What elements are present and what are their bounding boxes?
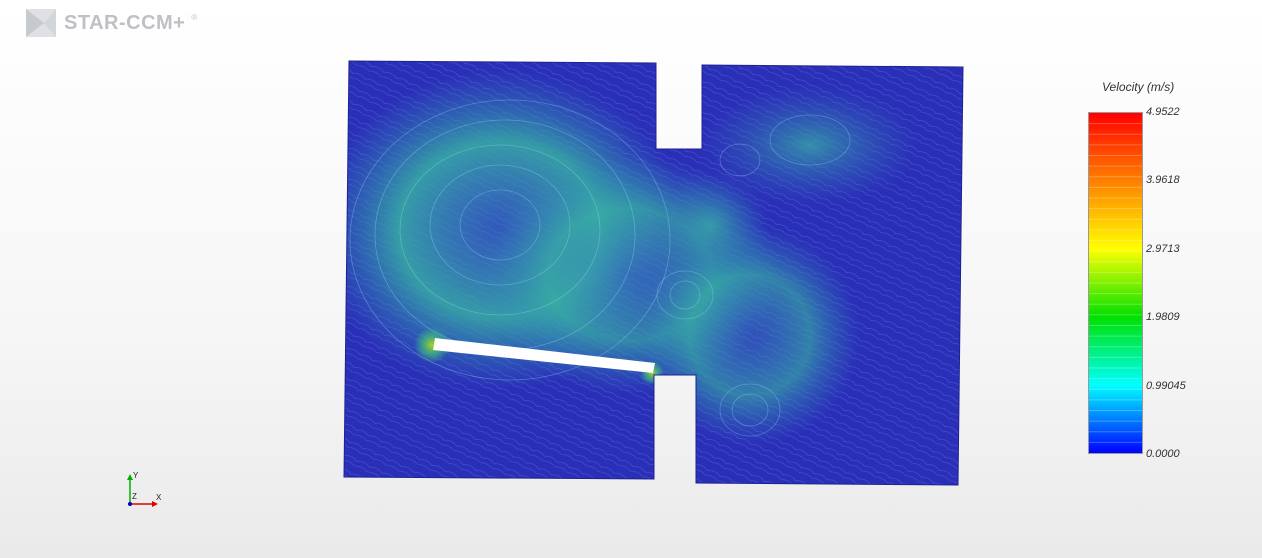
triad-z-label: Z bbox=[132, 492, 137, 501]
legend-tick-label: 2.9713 bbox=[1146, 242, 1180, 255]
legend-tick-label: 0.99045 bbox=[1146, 379, 1186, 392]
legend-tick-label: 0.0000 bbox=[1146, 448, 1180, 460]
velocity-colorbar bbox=[1088, 112, 1143, 454]
flow-domain bbox=[344, 61, 963, 485]
star-ccm-logo-text: STAR-CCM+ bbox=[64, 11, 186, 34]
legend-tick-label: 4.9522 bbox=[1146, 106, 1180, 118]
legend-title: Velocity (m/s) bbox=[1102, 80, 1175, 94]
star-ccm-logo-icon bbox=[26, 9, 56, 37]
velocity-legend[interactable]: Velocity (m/s) 4.9522 3.9618 2.9713 1.9809 0… bbox=[1080, 78, 1220, 468]
baffle-plate bbox=[433, 338, 655, 373]
star-ccm-logo: STAR-CCM+ ® bbox=[24, 6, 197, 40]
velocity-scene-viewport[interactable] bbox=[330, 55, 980, 495]
legend-tick-label: 3.9618 bbox=[1146, 174, 1180, 187]
triad-y-label: Y bbox=[133, 471, 139, 480]
axis-triad: Y X Z bbox=[127, 471, 162, 507]
star-ccm-logo-registered: ® bbox=[191, 12, 198, 22]
triad-z-axis bbox=[128, 502, 132, 506]
domain-outline bbox=[343, 60, 964, 486]
triad-x-label: X bbox=[156, 493, 162, 502]
legend-tick-label: 1.9809 bbox=[1146, 311, 1180, 324]
